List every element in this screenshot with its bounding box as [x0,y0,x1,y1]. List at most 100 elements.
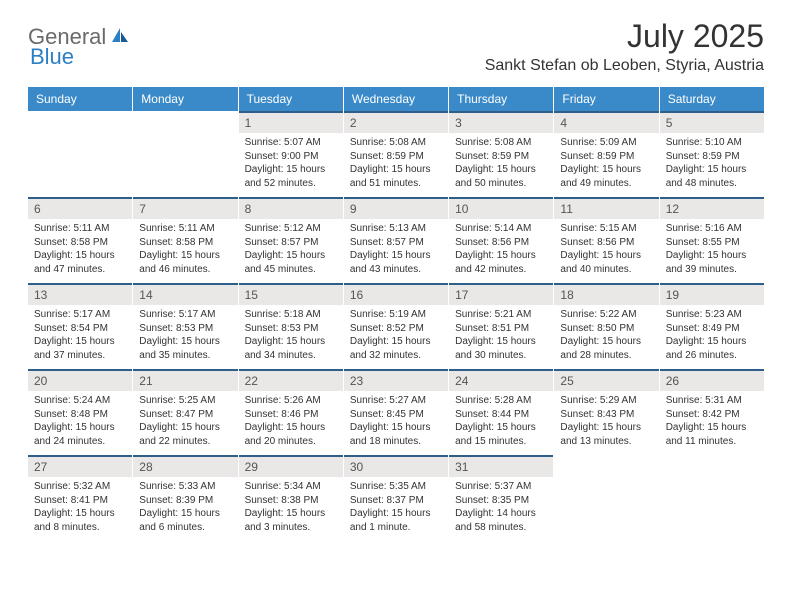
day-cell: 27Sunrise: 5:32 AMSunset: 8:41 PMDayligh… [28,455,133,541]
day-number: 23 [344,369,448,391]
sunrise-text: Sunrise: 5:37 AM [455,480,547,494]
daylight-text-1: Daylight: 15 hours [666,421,758,435]
location-subtitle: Sankt Stefan ob Leoben, Styria, Austria [485,57,764,75]
calendar: SundayMondayTuesdayWednesdayThursdayFrid… [28,87,764,541]
day-body: Sunrise: 5:08 AMSunset: 8:59 PMDaylight:… [449,133,553,196]
day-header: Monday [133,87,238,111]
day-number: 1 [239,111,343,133]
day-number: 9 [344,197,448,219]
daylight-text-2: and 1 minute. [350,521,442,535]
day-body: Sunrise: 5:35 AMSunset: 8:37 PMDaylight:… [344,477,448,540]
day-cell: 28Sunrise: 5:33 AMSunset: 8:39 PMDayligh… [133,455,238,541]
day-body: Sunrise: 5:13 AMSunset: 8:57 PMDaylight:… [344,219,448,282]
sunset-text: Sunset: 8:58 PM [139,236,231,250]
title-block: July 2025 Sankt Stefan ob Leoben, Styria… [485,18,764,75]
daylight-text-1: Daylight: 15 hours [34,335,126,349]
sunrise-text: Sunrise: 5:07 AM [245,136,337,150]
sunrise-text: Sunrise: 5:33 AM [139,480,231,494]
day-number: 28 [133,455,237,477]
day-body: Sunrise: 5:34 AMSunset: 8:38 PMDaylight:… [239,477,343,540]
day-number: 27 [28,455,132,477]
day-number: 16 [344,283,448,305]
sunset-text: Sunset: 8:53 PM [139,322,231,336]
day-cell: 14Sunrise: 5:17 AMSunset: 8:53 PMDayligh… [133,283,238,369]
daylight-text-2: and 49 minutes. [560,177,652,191]
day-cell: 26Sunrise: 5:31 AMSunset: 8:42 PMDayligh… [660,369,764,455]
day-cell: 22Sunrise: 5:26 AMSunset: 8:46 PMDayligh… [239,369,344,455]
sunrise-text: Sunrise: 5:31 AM [666,394,758,408]
daylight-text-2: and 37 minutes. [34,349,126,363]
daylight-text-1: Daylight: 15 hours [560,163,652,177]
sunset-text: Sunset: 8:37 PM [350,494,442,508]
sunrise-text: Sunrise: 5:22 AM [560,308,652,322]
day-cell: 17Sunrise: 5:21 AMSunset: 8:51 PMDayligh… [449,283,554,369]
daylight-text-1: Daylight: 15 hours [666,335,758,349]
day-cell: 2Sunrise: 5:08 AMSunset: 8:59 PMDaylight… [344,111,449,197]
daylight-text-1: Daylight: 15 hours [245,335,337,349]
daylight-text-2: and 51 minutes. [350,177,442,191]
sunrise-text: Sunrise: 5:10 AM [666,136,758,150]
sunset-text: Sunset: 8:38 PM [245,494,337,508]
day-cell [660,455,764,541]
day-number: 2 [344,111,448,133]
daylight-text-1: Daylight: 15 hours [350,249,442,263]
daylight-text-2: and 20 minutes. [245,435,337,449]
day-cell: 30Sunrise: 5:35 AMSunset: 8:37 PMDayligh… [344,455,449,541]
daylight-text-2: and 47 minutes. [34,263,126,277]
logo-text-blue: Blue [30,44,74,69]
daylight-text-1: Daylight: 15 hours [560,249,652,263]
day-body: Sunrise: 5:23 AMSunset: 8:49 PMDaylight:… [660,305,764,368]
daylight-text-2: and 46 minutes. [139,263,231,277]
sunrise-text: Sunrise: 5:23 AM [666,308,758,322]
sunrise-text: Sunrise: 5:08 AM [455,136,547,150]
day-number: 25 [554,369,658,391]
day-number: 21 [133,369,237,391]
daylight-text-2: and 6 minutes. [139,521,231,535]
day-cell: 31Sunrise: 5:37 AMSunset: 8:35 PMDayligh… [449,455,554,541]
day-number: 10 [449,197,553,219]
daylight-text-1: Daylight: 15 hours [560,335,652,349]
day-body: Sunrise: 5:37 AMSunset: 8:35 PMDaylight:… [449,477,553,540]
day-number: 5 [660,111,764,133]
day-cell [133,111,238,197]
week-row: 1Sunrise: 5:07 AMSunset: 9:00 PMDaylight… [28,111,764,197]
day-number: 29 [239,455,343,477]
day-cell: 12Sunrise: 5:16 AMSunset: 8:55 PMDayligh… [660,197,764,283]
week-row: 6Sunrise: 5:11 AMSunset: 8:58 PMDaylight… [28,197,764,283]
daylight-text-1: Daylight: 15 hours [350,163,442,177]
day-body: Sunrise: 5:14 AMSunset: 8:56 PMDaylight:… [449,219,553,282]
sunset-text: Sunset: 8:42 PM [666,408,758,422]
day-body: Sunrise: 5:18 AMSunset: 8:53 PMDaylight:… [239,305,343,368]
day-cell: 9Sunrise: 5:13 AMSunset: 8:57 PMDaylight… [344,197,449,283]
sunrise-text: Sunrise: 5:16 AM [666,222,758,236]
daylight-text-1: Daylight: 15 hours [245,421,337,435]
day-number: 20 [28,369,132,391]
daylight-text-2: and 28 minutes. [560,349,652,363]
daylight-text-2: and 42 minutes. [455,263,547,277]
sunrise-text: Sunrise: 5:25 AM [139,394,231,408]
day-cell: 8Sunrise: 5:12 AMSunset: 8:57 PMDaylight… [239,197,344,283]
sunrise-text: Sunrise: 5:26 AM [245,394,337,408]
day-number: 14 [133,283,237,305]
daylight-text-1: Daylight: 15 hours [34,421,126,435]
day-cell: 10Sunrise: 5:14 AMSunset: 8:56 PMDayligh… [449,197,554,283]
daylight-text-1: Daylight: 15 hours [350,421,442,435]
daylight-text-2: and 48 minutes. [666,177,758,191]
sunrise-text: Sunrise: 5:13 AM [350,222,442,236]
sunset-text: Sunset: 8:50 PM [560,322,652,336]
day-cell: 29Sunrise: 5:34 AMSunset: 8:38 PMDayligh… [239,455,344,541]
day-body: Sunrise: 5:11 AMSunset: 8:58 PMDaylight:… [28,219,132,282]
daylight-text-1: Daylight: 15 hours [139,249,231,263]
daylight-text-2: and 40 minutes. [560,263,652,277]
week-row: 27Sunrise: 5:32 AMSunset: 8:41 PMDayligh… [28,455,764,541]
day-cell: 11Sunrise: 5:15 AMSunset: 8:56 PMDayligh… [554,197,659,283]
day-header: Tuesday [239,87,344,111]
daylight-text-1: Daylight: 15 hours [139,335,231,349]
daylight-text-2: and 32 minutes. [350,349,442,363]
day-body: Sunrise: 5:15 AMSunset: 8:56 PMDaylight:… [554,219,658,282]
day-body: Sunrise: 5:08 AMSunset: 8:59 PMDaylight:… [344,133,448,196]
day-number: 3 [449,111,553,133]
day-body: Sunrise: 5:31 AMSunset: 8:42 PMDaylight:… [660,391,764,454]
daylight-text-1: Daylight: 15 hours [455,249,547,263]
sunset-text: Sunset: 8:53 PM [245,322,337,336]
